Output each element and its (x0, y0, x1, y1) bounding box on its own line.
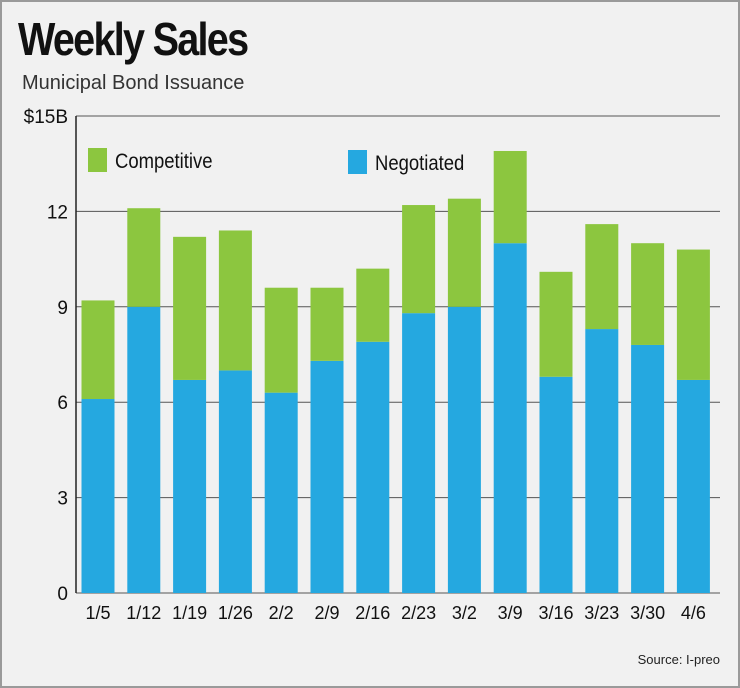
x-tick-label: 1/5 (85, 603, 110, 623)
y-tick-label: $15B (24, 107, 68, 128)
x-tick-label: 4/6 (681, 603, 706, 623)
bar-negotiated-3-30 (631, 344, 665, 593)
y-tick-label: 9 (57, 298, 68, 319)
legend-swatch-negotiated (348, 150, 367, 174)
x-tick-label: 1/26 (218, 603, 253, 623)
bar-competitive-2-23 (402, 205, 436, 314)
x-tick-label: 1/12 (126, 603, 161, 623)
x-tick-label: 3/30 (630, 603, 665, 623)
bar-competitive-2-9 (310, 287, 344, 361)
bar-competitive-3-9 (493, 150, 527, 244)
bar-negotiated-4-6 (676, 379, 710, 593)
bar-negotiated-2-16 (356, 341, 390, 593)
bar-competitive-3-2 (447, 198, 481, 307)
chart-subtitle: Municipal Bond Issuance (22, 72, 245, 94)
legend-label-competitive: Competitive (115, 150, 213, 173)
y-tick-label: 6 (57, 393, 68, 414)
x-tick-label: 3/16 (538, 603, 573, 623)
x-tick-label: 3/2 (452, 603, 477, 623)
bar-negotiated-2-9 (310, 360, 344, 593)
bar-negotiated-1-26 (218, 370, 252, 593)
bar-negotiated-3-16 (539, 376, 573, 593)
x-tick-label: 3/23 (584, 603, 619, 623)
y-tick-label: 3 (57, 489, 68, 510)
bar-competitive-1-26 (218, 230, 252, 371)
bar-competitive-3-23 (585, 224, 619, 330)
bar-negotiated-1-12 (127, 306, 161, 593)
bar-negotiated-3-2 (447, 306, 481, 593)
x-tick-label: 1/19 (172, 603, 207, 623)
legend-label-negotiated: Negotiated (375, 152, 464, 175)
bar-competitive-3-16 (539, 271, 573, 377)
bar-competitive-2-16 (356, 268, 390, 342)
bar-negotiated-1-19 (173, 379, 207, 593)
chart-title: Weekly Sales (18, 13, 249, 65)
y-tick-label: 12 (47, 202, 68, 223)
bar-competitive-1-5 (81, 300, 115, 400)
x-tick-label: 2/9 (314, 603, 339, 623)
bar-negotiated-1-5 (81, 399, 115, 593)
bar-negotiated-3-9 (493, 243, 527, 593)
bar-competitive-3-30 (631, 243, 665, 345)
bar-competitive-1-12 (127, 208, 161, 307)
x-tick-label: 3/9 (498, 603, 523, 623)
source-note: Source: I-preo (637, 652, 720, 667)
legend-swatch-competitive (88, 148, 107, 172)
bar-negotiated-3-23 (585, 329, 619, 593)
bar-negotiated-2-23 (402, 313, 436, 593)
bar-negotiated-2-2 (264, 392, 298, 593)
y-tick-label: 0 (57, 584, 68, 605)
bar-competitive-2-2 (264, 287, 298, 393)
bar-competitive-1-19 (173, 236, 207, 380)
x-tick-label: 2/16 (355, 603, 390, 623)
bar-competitive-4-6 (676, 249, 710, 380)
x-tick-label: 2/2 (269, 603, 294, 623)
x-tick-label: 2/23 (401, 603, 436, 623)
